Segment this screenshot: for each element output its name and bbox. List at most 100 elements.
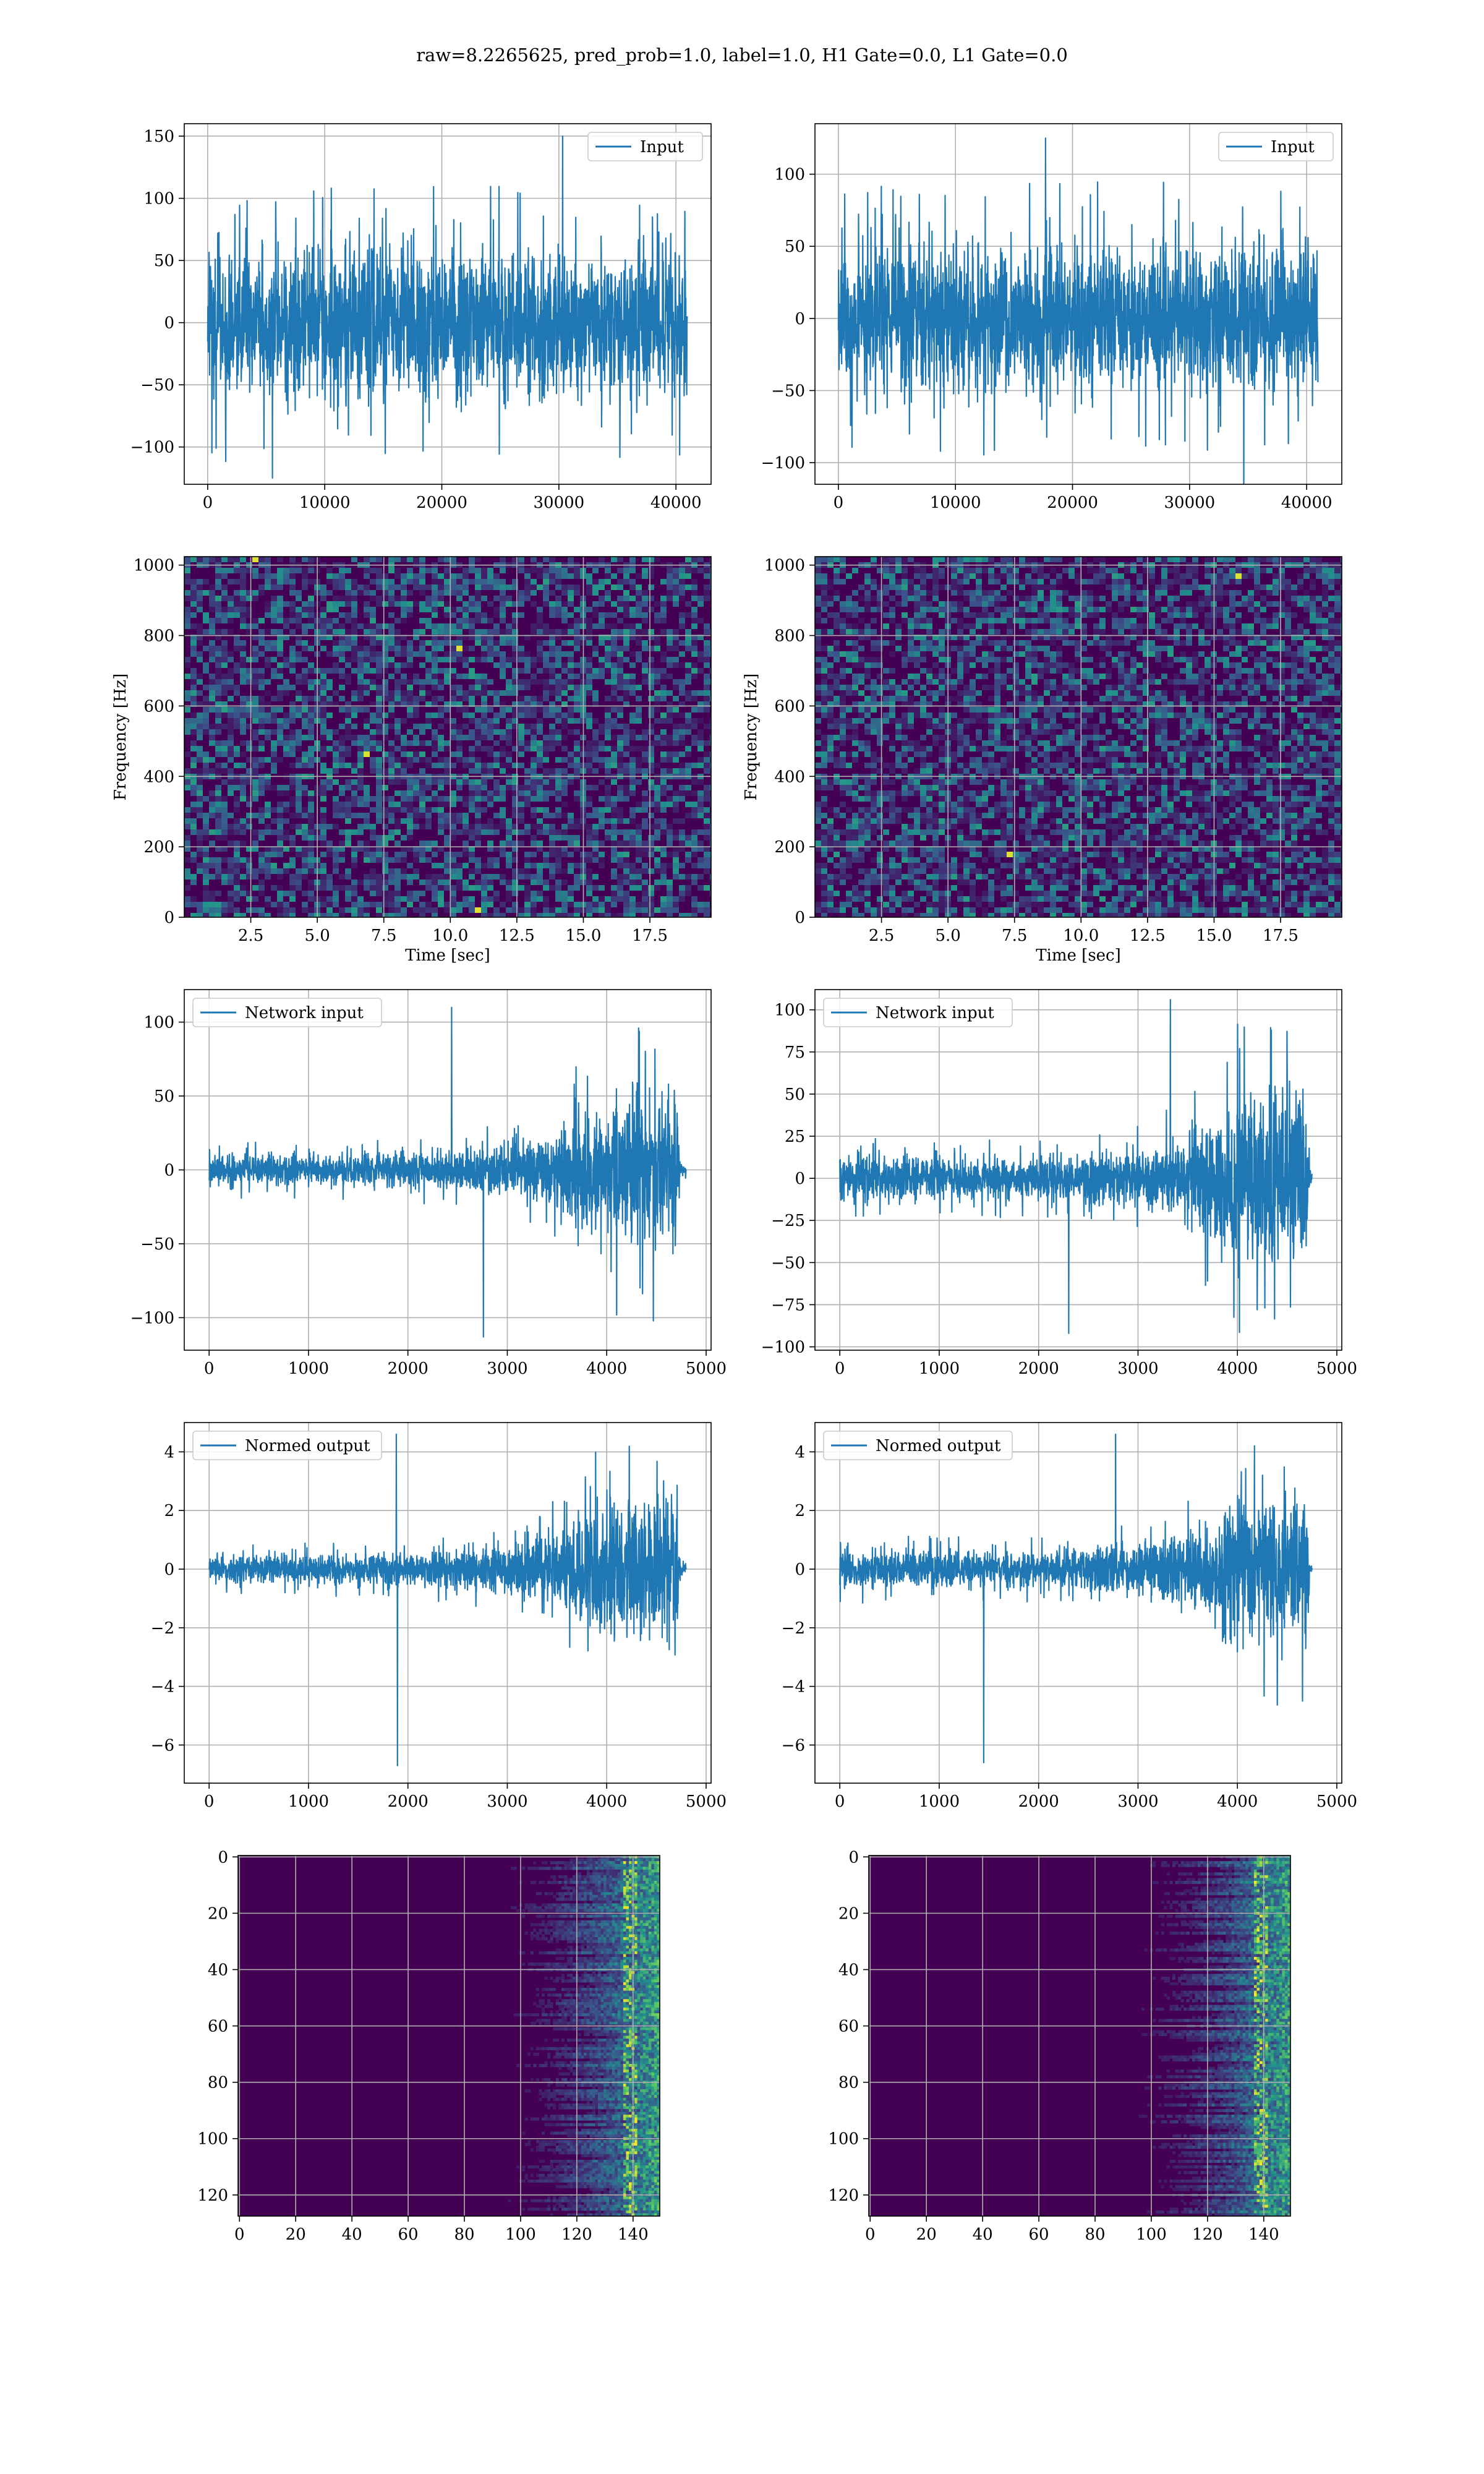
heatmap-cell — [568, 640, 574, 646]
heatmap-cell — [1186, 573, 1192, 579]
heatmap-cell — [642, 640, 648, 646]
heatmap-cell — [190, 807, 197, 813]
x-tick-label: 20000 — [416, 494, 467, 512]
heatmap-cell — [1322, 573, 1328, 579]
heatmap-cell — [456, 779, 463, 785]
heatmap-cell — [382, 601, 388, 607]
heatmap-cell — [351, 768, 357, 774]
heatmap-cell — [456, 740, 463, 746]
heatmap-cell — [425, 718, 432, 724]
heatmap-cell — [184, 729, 190, 735]
x-tick-label: 7.5 — [371, 927, 396, 945]
heatmap-cell — [642, 902, 648, 907]
heatmap-cell — [469, 557, 475, 562]
heatmap-cell — [190, 651, 197, 657]
x-tick-label: 10000 — [930, 494, 981, 512]
heatmap-cell — [512, 646, 518, 651]
heatmap-cell — [1081, 596, 1087, 601]
heatmap-cell — [852, 612, 858, 618]
heatmap-cell — [333, 868, 339, 874]
heatmap-cell — [493, 701, 500, 707]
heatmap-cell — [190, 674, 197, 679]
heatmap-cell — [351, 785, 357, 790]
heatmap-cell — [357, 623, 364, 629]
heatmap-cell — [419, 790, 425, 796]
heatmap-cell — [679, 724, 685, 729]
heatmap-cell — [382, 729, 388, 735]
heatmap-cell — [1118, 584, 1124, 590]
heatmap-cell — [493, 863, 500, 868]
heatmap-cell — [221, 763, 228, 768]
heatmap-cell — [197, 785, 203, 790]
heatmap-cell — [506, 896, 512, 902]
heatmap-cell — [296, 590, 302, 596]
heatmap-cell — [215, 913, 221, 917]
heatmap-cell — [425, 640, 432, 646]
heatmap-cell — [258, 701, 265, 707]
heatmap-cell — [271, 852, 277, 857]
heatmap-cell — [258, 763, 265, 768]
heatmap-cell — [691, 902, 697, 907]
heatmap-cell — [531, 852, 537, 857]
heatmap-cell — [388, 902, 394, 907]
heatmap-cell — [302, 852, 308, 857]
heatmap-cell — [1341, 557, 1342, 562]
heatmap-cell — [648, 729, 654, 735]
heatmap-cell — [425, 813, 432, 818]
heatmap-cell — [926, 674, 932, 679]
heatmap-cell — [611, 735, 617, 740]
heatmap-cell — [246, 846, 252, 852]
y-tick-label: 0 — [164, 909, 174, 927]
heatmap-cell — [252, 713, 258, 718]
heatmap-cell — [599, 674, 605, 679]
heatmap-cell — [500, 601, 506, 607]
heatmap-cell — [1031, 557, 1038, 562]
heatmap-cell — [413, 813, 419, 818]
heatmap-cell — [1025, 573, 1031, 579]
heatmap-cell — [289, 841, 296, 846]
heatmap-cell — [197, 584, 203, 590]
heatmap-cell — [345, 674, 351, 679]
heatmap-cell — [957, 584, 963, 590]
heatmap-cell — [506, 824, 512, 829]
heatmap-cell — [697, 757, 704, 763]
heatmap-cell — [920, 607, 926, 612]
plot-area — [815, 557, 1342, 917]
heatmap-cell — [902, 568, 908, 573]
heatmap-cell — [357, 740, 364, 746]
heatmap-cell — [667, 896, 673, 902]
heatmap-cell — [197, 868, 203, 874]
heatmap-cell — [1297, 573, 1303, 579]
heatmap-cell — [432, 607, 438, 612]
heatmap-cell — [401, 846, 407, 852]
heatmap-cell — [673, 907, 679, 913]
heatmap-cell — [190, 757, 197, 763]
heatmap-cell — [957, 607, 963, 612]
heatmap-cell — [642, 891, 648, 896]
heatmap-cell — [555, 629, 561, 635]
heatmap-cell — [679, 885, 685, 891]
heatmap-cell — [623, 868, 629, 874]
heatmap-cell — [289, 568, 296, 573]
heatmap-cell — [1013, 651, 1019, 657]
heatmap-cell — [320, 690, 326, 696]
heatmap-cell — [704, 629, 710, 635]
heatmap-cell — [487, 690, 493, 696]
heatmap-cell — [481, 635, 487, 640]
heatmap-cell — [308, 841, 314, 846]
heatmap-cell — [388, 713, 394, 718]
heatmap-cell — [877, 646, 883, 651]
heatmap-cell — [209, 796, 215, 802]
heatmap-cell — [561, 651, 568, 657]
heatmap-cell — [555, 685, 561, 690]
heatmap-cell — [265, 568, 271, 573]
heatmap-cell — [203, 707, 209, 713]
heatmap-cell — [215, 607, 221, 612]
heatmap-cell — [629, 885, 636, 891]
heatmap-cell — [419, 802, 425, 807]
heatmap-cell — [518, 590, 524, 596]
heatmap-cell — [493, 662, 500, 668]
heatmap-cell — [685, 724, 691, 729]
heatmap-cell — [184, 590, 190, 596]
heatmap-cell — [642, 668, 648, 674]
